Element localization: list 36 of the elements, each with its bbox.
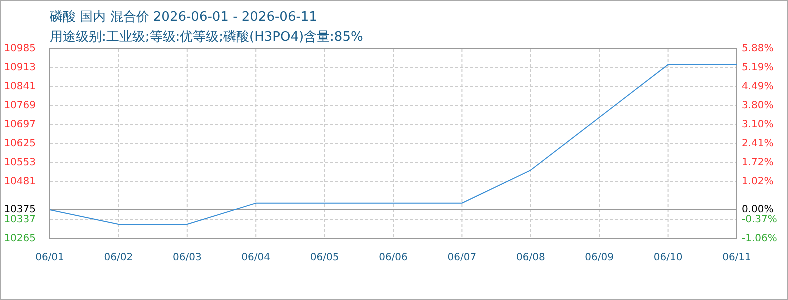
y-tick-label: 10769	[4, 100, 36, 112]
y2-tick-label: 3.10%	[742, 120, 774, 131]
x-tick-label: 06/03	[172, 252, 202, 264]
x-tick-label: 06/01	[36, 252, 64, 264]
y-tick-label: 10841	[4, 82, 36, 92]
y2-tick-label: 2.41%	[742, 138, 774, 150]
x-tick-label: 06/04	[242, 252, 271, 264]
y-tick-label: 10375	[4, 204, 36, 216]
x-tick-label: 06/06	[379, 252, 408, 264]
chart-title: 磷酸 国内 混合价 2026-06-01 - 2026-06-11	[49, 10, 318, 25]
y2-tick-label: 0.00%	[742, 204, 774, 216]
y-tick-label: 10265	[4, 234, 36, 244]
y2-tick-label: 3.80%	[742, 100, 774, 112]
y-tick-label: 10481	[4, 176, 36, 188]
x-tick-label: 06/11	[722, 252, 752, 264]
y2-tick-label: 4.49%	[742, 82, 774, 93]
line-series	[50, 64, 738, 225]
y-tick-label: 10697	[4, 120, 36, 130]
y2-tick-label: -0.37%	[742, 214, 778, 226]
x-tick-label: 06/07	[448, 252, 477, 264]
y-tick-label: 10985	[4, 44, 36, 54]
y-tick-label: 10625	[4, 138, 36, 150]
y2-tick-label: 5.88%	[742, 44, 774, 54]
x-tick-label: 06/02	[104, 252, 134, 264]
y-tick-label: 10553	[4, 158, 36, 168]
y-tick-label: 10337	[4, 214, 36, 226]
x-tick-label: 06/05	[310, 252, 340, 264]
y2-tick-label: 5.19%	[742, 62, 774, 74]
chart-subtitle: 用途级别:工业级;等级:优等级;磷酸(H3PO4)含量:85%	[50, 30, 364, 45]
y2-tick-label: 1.72%	[742, 157, 774, 168]
y2-tick-label: 1.02%	[742, 176, 774, 188]
x-tick-label: 06/09	[585, 252, 614, 264]
y-tick-label: 10913	[4, 62, 36, 74]
x-tick-label: 06/08	[516, 252, 546, 264]
y2-tick-label: -1.06%	[742, 234, 778, 244]
x-tick-label: 06/10	[654, 252, 683, 264]
